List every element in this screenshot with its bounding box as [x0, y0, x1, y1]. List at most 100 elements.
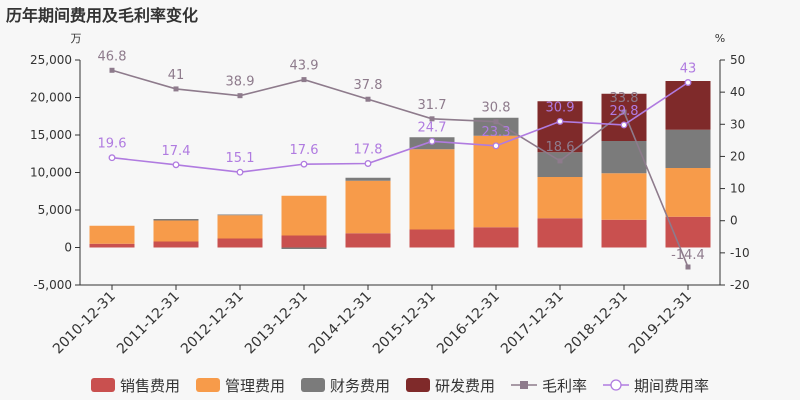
data-label-period: 29.8: [610, 104, 639, 119]
line-period: [111, 81, 689, 173]
bar-mgmt: [473, 135, 519, 228]
data-label-period: 17.4: [162, 144, 191, 159]
bar-sales: [665, 216, 711, 248]
right-tick-label: 0: [730, 214, 738, 228]
point-gross: [685, 264, 691, 270]
right-tick-label: 20: [730, 149, 745, 163]
data-label-gross: -14.4: [671, 248, 705, 263]
left-tick-label: -5,000: [33, 278, 72, 292]
data-label-period: 15.1: [226, 151, 255, 166]
legend-label: 销售费用: [119, 376, 180, 395]
data-label-gross: 46.8: [98, 49, 127, 64]
data-label-gross: 18.6: [546, 140, 575, 155]
legend-item[interactable]: 期间费用率: [603, 375, 709, 396]
point-gross: [429, 116, 435, 122]
bar-fin: [665, 129, 711, 168]
x-tick-label: 2014-12-31: [306, 289, 375, 358]
bar-mgmt: [153, 220, 199, 242]
bar-mgmt: [281, 195, 327, 236]
point-period: [364, 160, 372, 167]
bar-fin: [217, 214, 263, 216]
data-label-gross: 41: [168, 68, 185, 83]
legend-label: 财务费用: [329, 376, 390, 395]
bar-fin: [281, 247, 327, 249]
data-label-gross: 30.8: [482, 101, 511, 116]
x-tick-label: 2017-12-31: [498, 289, 567, 358]
right-tick-label: 10: [730, 182, 745, 196]
chart: 万 % -5,000 0 5,000 10,000 15,000 20,000 25,000 -2…: [30, 32, 750, 358]
chart-title: 历年期间费用及毛利率变化: [6, 6, 199, 25]
x-tick-label: 2019-12-31: [626, 289, 695, 358]
point-period: [492, 142, 500, 150]
line-gross: [111, 69, 689, 268]
bar-mgmt: [89, 225, 135, 244]
bar-sales: [473, 227, 519, 248]
point-gross: [493, 119, 499, 125]
bar-sales: [601, 219, 647, 248]
legend-label: 期间费用率: [634, 376, 710, 395]
bar-fin: [473, 117, 519, 136]
data-label-period: 17.6: [290, 143, 319, 158]
x-tick-label: 2012-12-31: [178, 289, 247, 358]
right-tick-label: -20: [730, 278, 750, 292]
left-tick-label: 5,000: [38, 203, 72, 217]
x-tick-label: 2010-12-31: [50, 289, 119, 358]
x-tick-label: 2013-12-31: [242, 289, 311, 358]
data-label-gross: 31.7: [418, 98, 447, 113]
right-tick-label: 30: [730, 117, 745, 131]
legend-item[interactable]: 销售费用: [90, 375, 180, 396]
left-tick-label: 10,000: [30, 166, 72, 180]
bar-rd: [665, 81, 711, 130]
legend-item[interactable]: 管理费用: [195, 375, 285, 396]
bar-mgmt: [665, 168, 711, 217]
left-tick-label: 25,000: [30, 53, 72, 67]
left-axis-unit: 万: [71, 32, 82, 45]
legend-item[interactable]: 毛利率: [511, 375, 587, 396]
x-tick-label: 2011-12-31: [114, 289, 183, 358]
point-gross: [109, 67, 115, 73]
legend-swatch: [406, 378, 430, 392]
legend-label: 毛利率: [542, 376, 588, 395]
point-period: [236, 168, 244, 176]
bar-sales: [345, 233, 391, 248]
legend-line-swatch: [603, 379, 630, 391]
legend-item[interactable]: 财务费用: [300, 375, 390, 396]
legend-label: 管理费用: [224, 376, 285, 395]
x-tick-label: 2018-12-31: [562, 289, 631, 358]
data-label-period: 17.8: [354, 143, 383, 158]
bar-fin: [601, 141, 647, 174]
data-label-gross: 37.8: [354, 78, 383, 93]
left-tick-label: 0: [64, 241, 72, 255]
legend-item[interactable]: 研发费用: [406, 375, 495, 396]
bar-mgmt: [217, 215, 263, 239]
bar-sales: [89, 243, 135, 248]
bar-sales: [217, 238, 263, 248]
left-tick-label: 15,000: [30, 128, 72, 142]
data-label-period: 19.6: [98, 137, 127, 152]
legend-swatch: [300, 378, 325, 392]
legend-swatch: [90, 378, 115, 392]
data-label-gross: 33.8: [610, 91, 639, 106]
bar-sales: [537, 218, 583, 248]
bar-sales: [281, 235, 327, 248]
right-tick-label: 50: [730, 53, 745, 67]
point-gross: [301, 77, 307, 83]
data-label-gross: 38.9: [226, 75, 255, 90]
right-tick-label: 40: [730, 85, 745, 99]
legend-label: 研发费用: [435, 376, 496, 395]
data-label-period: 43: [680, 62, 697, 77]
bar-fin: [345, 177, 391, 181]
bar-mgmt: [601, 173, 647, 220]
bar-mgmt: [537, 177, 583, 219]
data-label-period: 23.3: [482, 125, 511, 140]
right-axis-unit: %: [715, 32, 725, 45]
bar-sales: [153, 241, 199, 248]
data-label-period: 24.7: [418, 120, 447, 135]
point-period: [556, 117, 564, 125]
point-period: [428, 137, 436, 145]
point-period: [684, 79, 692, 86]
bar-mgmt: [409, 149, 455, 230]
bar-fin: [537, 152, 583, 177]
left-tick-label: 20,000: [30, 91, 72, 105]
point-gross: [557, 158, 563, 164]
